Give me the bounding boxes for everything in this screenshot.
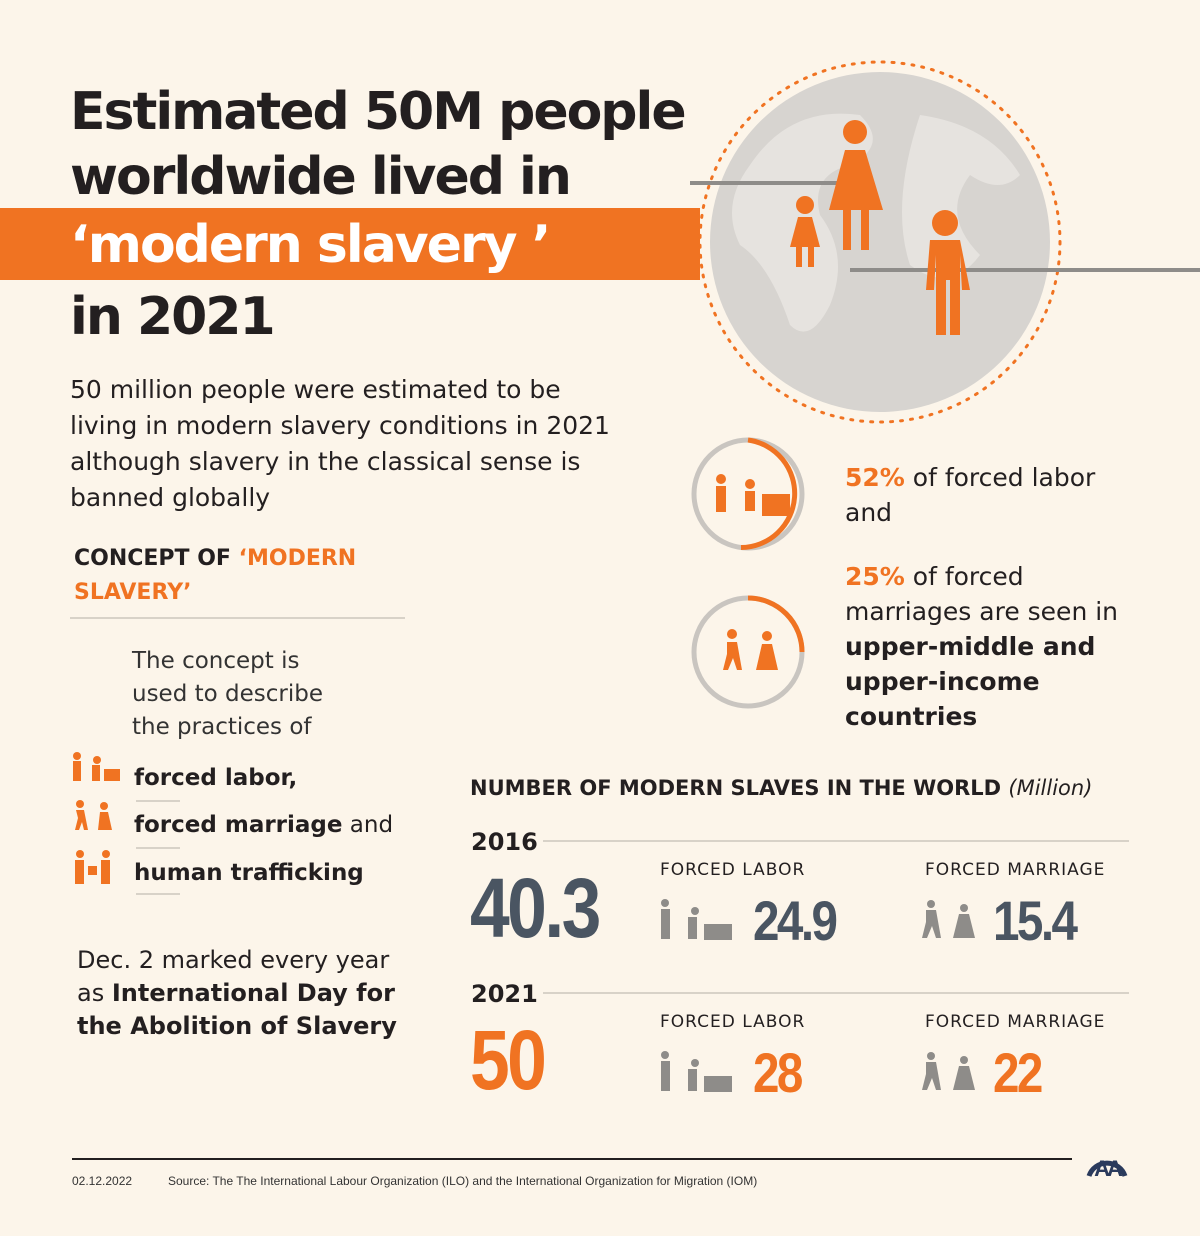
lead-paragraph: 50 million people were estimated to be l… [70, 375, 610, 512]
forced-marriage-percent-ring [691, 595, 805, 709]
concept-heading-b: ‘MODERN SLAVERY’ [74, 546, 357, 605]
title-line-4: in 2021 [70, 287, 276, 347]
row-total: 50 [470, 1013, 547, 1107]
row-total: 40.3 [470, 861, 601, 955]
concept-item-human-trafficking: human trafficking [134, 860, 364, 886]
divider [136, 847, 180, 849]
title-line-3: ‘modern slavery ’ [70, 215, 551, 275]
forced-marriage-icon [922, 900, 975, 938]
divider [70, 617, 405, 619]
forced-labor-percent-ring [691, 437, 805, 551]
concept-description: The concept is used to describe the prac… [132, 648, 323, 740]
forced-marriage-label: FORCED MARRIAGE [925, 860, 1106, 880]
abolition-day-text: Dec. 2 marked every year as Internationa… [77, 944, 397, 1043]
svg-text:AA: AA [1094, 1156, 1123, 1178]
man-icon [926, 210, 970, 335]
aa-logo-icon: AA [1086, 1156, 1128, 1178]
row-divider [543, 992, 1129, 994]
table-title: NUMBER OF MODERN SLAVES IN THE WORLD (Mi… [470, 776, 1092, 800]
forced-marriage-label: FORCED MARRIAGE [925, 1012, 1106, 1032]
table-unit: (Million) [1008, 776, 1093, 800]
labor-text: of forced labor and [845, 463, 1096, 527]
item-label: forced labor, [134, 765, 298, 791]
forced-labor-value: 24.9 [753, 889, 838, 952]
forced-labor-icon [73, 752, 120, 781]
human-trafficking-icon [75, 850, 110, 884]
forced-marriage-icon [75, 800, 112, 830]
globe-illustration [690, 60, 1200, 424]
labor-percent: 52% [845, 463, 905, 492]
marriage-bold: upper-middle and upper-income countries [845, 632, 1096, 731]
forced-marriage-icon [922, 1052, 975, 1090]
concept-item-forced-labor: forced labor, [134, 765, 297, 791]
forced-labor-label: FORCED LABOR [660, 1012, 806, 1032]
forced-labor-icon [661, 1051, 732, 1092]
item-suffix: and [342, 812, 394, 838]
forced-marriage-value: 22 [993, 1041, 1043, 1104]
forced-marriage-stat: 25% of forced marriages are seen in uppe… [845, 559, 1145, 734]
item-label: human trafficking [134, 860, 364, 886]
forced-labor-icon [661, 899, 732, 940]
abolition-text-b: International Day for the Abolition of S… [77, 979, 397, 1040]
row-year: 2021 [471, 980, 538, 1008]
footer-date: 02.12.2022 [72, 1174, 133, 1188]
divider [136, 800, 180, 802]
woman-child-icon [790, 120, 883, 267]
table-title-text: NUMBER OF MODERN SLAVES IN THE WORLD [470, 776, 1002, 800]
marriage-percent: 25% [845, 562, 905, 591]
chain-icon [690, 181, 1200, 272]
concept-heading-a: CONCEPT OF [74, 546, 239, 571]
concept-item-forced-marriage: forced marriage and [134, 812, 393, 838]
footer-rule [72, 1158, 1072, 1160]
title-line-1: Estimated 50M people [70, 82, 687, 142]
divider [136, 893, 180, 895]
dotted-orbit [698, 60, 1062, 424]
title-band [0, 208, 700, 280]
row-year: 2016 [471, 828, 538, 856]
row-divider [543, 840, 1129, 842]
forced-labor-stat: 52% of forced labor and [845, 460, 1145, 530]
forced-labor-label: FORCED LABOR [660, 860, 806, 880]
concept-heading: CONCEPT OF ‘MODERN SLAVERY’ [74, 542, 394, 610]
footer-source: Source: The The International Labour Org… [168, 1174, 758, 1188]
abolition-text-a: Dec. 2 marked every year as [77, 946, 390, 1007]
item-label: forced marriage [134, 812, 343, 838]
forced-marriage-value: 15.4 [993, 889, 1078, 952]
title-line-2: worldwide lived in [70, 147, 572, 207]
marriage-text: of forced marriages are seen in [845, 562, 1119, 626]
forced-labor-value: 28 [753, 1041, 803, 1104]
